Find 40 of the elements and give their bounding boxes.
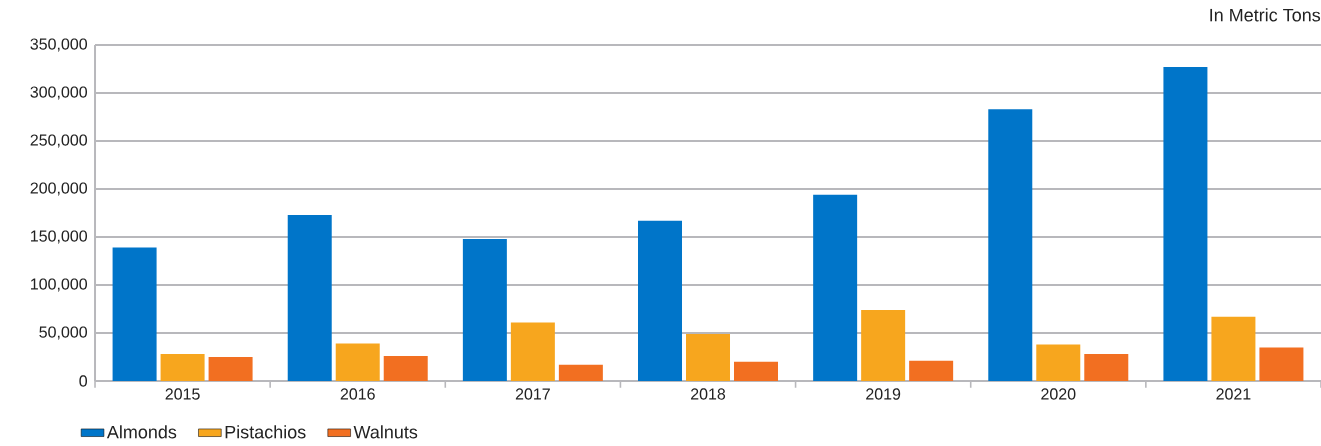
x-tick-label: 2021	[1216, 388, 1251, 400]
bar	[510, 322, 555, 381]
bar	[1084, 354, 1129, 381]
y-tick-label: 50,000	[39, 326, 88, 340]
bar	[383, 356, 428, 381]
bar	[638, 220, 682, 381]
legend-label: Almonds	[106, 425, 177, 439]
bar	[1211, 316, 1256, 381]
y-tick-label: 200,000	[30, 182, 88, 196]
bar	[208, 356, 253, 381]
bar	[861, 309, 906, 381]
x-tick-label: 2020	[1041, 388, 1076, 400]
bar	[909, 360, 954, 381]
bar	[1259, 347, 1304, 381]
bar	[287, 214, 332, 381]
bar	[558, 364, 603, 381]
legend-label: Pistachios	[225, 425, 306, 439]
x-tick-label: 2018	[691, 388, 726, 400]
bar	[988, 109, 1033, 381]
bar	[160, 354, 205, 381]
bar	[813, 194, 858, 381]
bar	[335, 343, 380, 381]
x-tick-label: 2015	[165, 388, 200, 400]
x-tick-label: 2019	[866, 388, 901, 400]
y-tick-label: 350,000	[30, 38, 88, 52]
legend-label: Walnuts	[353, 425, 418, 439]
bar	[462, 238, 507, 381]
bar	[112, 247, 157, 381]
y-tick-label: 250,000	[30, 134, 88, 148]
y-tick-label: 0	[79, 375, 88, 387]
bar	[734, 361, 778, 381]
y-tick-label: 300,000	[30, 86, 88, 100]
x-tick-label: 2016	[340, 388, 375, 400]
bar	[1163, 67, 1208, 381]
x-tick-label: 2017	[515, 388, 550, 400]
y-tick-label: 150,000	[31, 230, 88, 244]
bar	[1036, 344, 1081, 381]
y-tick-label: 100,000	[31, 278, 88, 292]
text: In Metric Tons	[1210, 8, 1321, 22]
bar	[686, 333, 731, 381]
